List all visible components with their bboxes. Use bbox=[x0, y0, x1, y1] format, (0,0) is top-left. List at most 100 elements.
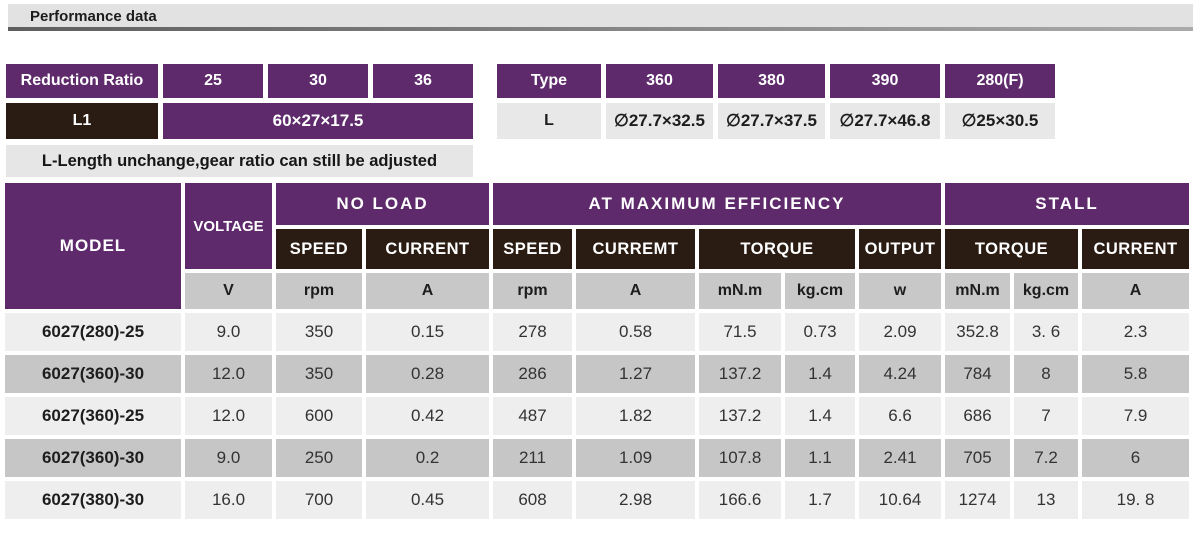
value-cell: 600 bbox=[276, 397, 362, 435]
l1-label: L1 bbox=[6, 103, 158, 139]
value-cell: 686 bbox=[945, 397, 1011, 435]
value-cell: 71.5 bbox=[699, 313, 782, 351]
value-cell: 6.6 bbox=[859, 397, 942, 435]
value-cell: 12.0 bbox=[185, 355, 272, 393]
type-value: 390 bbox=[830, 64, 940, 98]
l-dimension: ∅25×30.5 bbox=[945, 103, 1055, 139]
type-dimension-block: Type 360 380 390 280(F) L ∅27.7×32.5 ∅27… bbox=[492, 59, 1060, 144]
value-cell: 0.42 bbox=[366, 397, 490, 435]
value-cell: 9.0 bbox=[185, 313, 272, 351]
table-row: 6027(360)-25 12.0 600 0.42 487 1.82 137.… bbox=[5, 397, 1190, 435]
subheader-stall-torque: TORQUE bbox=[945, 229, 1079, 269]
performance-table: MODEL VOLTAGE NO LOAD AT MAXIMUM EFFICIE… bbox=[1, 179, 1193, 523]
value-cell: 10.64 bbox=[859, 481, 942, 519]
value-cell: 7 bbox=[1014, 397, 1079, 435]
value-cell: 278 bbox=[493, 313, 573, 351]
model-cell: 6027(360)-30 bbox=[5, 439, 181, 477]
value-cell: 5.8 bbox=[1082, 355, 1190, 393]
l-dimension: ∅27.7×46.8 bbox=[830, 103, 940, 139]
table-row: 6027(380)-30 16.0 700 0.45 608 2.98 166.… bbox=[5, 481, 1190, 519]
l1-dimension-value: 60×27×17.5 bbox=[163, 103, 473, 139]
value-cell: 2.09 bbox=[859, 313, 942, 351]
value-cell: 16.0 bbox=[185, 481, 272, 519]
value-cell: 700 bbox=[276, 481, 362, 519]
value-cell: 1.27 bbox=[576, 355, 696, 393]
unit-cell: A bbox=[576, 273, 696, 309]
value-cell: 1.7 bbox=[785, 481, 856, 519]
value-cell: 1.09 bbox=[576, 439, 696, 477]
reduction-ratio-table: Reduction Ratio 25 30 36 L1 60×27×17.5 bbox=[1, 59, 478, 144]
value-cell: 2.98 bbox=[576, 481, 696, 519]
unit-cell: rpm bbox=[276, 273, 362, 309]
ratio-value: 25 bbox=[163, 64, 263, 98]
unit-cell: V bbox=[185, 273, 272, 309]
value-cell: 1.4 bbox=[785, 355, 856, 393]
model-cell: 6027(280)-25 bbox=[5, 313, 181, 351]
subheader-noload-speed: SPEED bbox=[276, 229, 362, 269]
value-cell: 352.8 bbox=[945, 313, 1011, 351]
value-cell: 1274 bbox=[945, 481, 1011, 519]
l-label: L bbox=[497, 103, 601, 139]
type-value: 280(F) bbox=[945, 64, 1055, 98]
unit-cell: A bbox=[366, 273, 490, 309]
unit-cell: rpm bbox=[493, 273, 573, 309]
value-cell: 12.0 bbox=[185, 397, 272, 435]
value-cell: 19. 8 bbox=[1082, 481, 1190, 519]
table-row: 6027(360)-30 12.0 350 0.28 286 1.27 137.… bbox=[5, 355, 1190, 393]
value-cell: 4.24 bbox=[859, 355, 942, 393]
subheader-noload-current: CURRENT bbox=[366, 229, 490, 269]
value-cell: 166.6 bbox=[699, 481, 782, 519]
ratio-value: 30 bbox=[268, 64, 368, 98]
unit-cell: A bbox=[1082, 273, 1190, 309]
subheader-maxeff-speed: SPEED bbox=[493, 229, 573, 269]
value-cell: 137.2 bbox=[699, 397, 782, 435]
unit-cell: w bbox=[859, 273, 942, 309]
value-cell: 250 bbox=[276, 439, 362, 477]
group-header-no-load: NO LOAD bbox=[276, 183, 490, 225]
value-cell: 211 bbox=[493, 439, 573, 477]
unit-cell: kg.cm bbox=[785, 273, 856, 309]
value-cell: 784 bbox=[945, 355, 1011, 393]
value-cell: 0.28 bbox=[366, 355, 490, 393]
l-dimension: ∅27.7×37.5 bbox=[718, 103, 825, 139]
value-cell: 350 bbox=[276, 313, 362, 351]
model-cell: 6027(380)-30 bbox=[5, 481, 181, 519]
subheader-maxeff-current: CURREMT bbox=[576, 229, 696, 269]
unit-cell: mN.m bbox=[699, 273, 782, 309]
model-column-header: MODEL bbox=[5, 183, 181, 309]
table-row: 6027(280)-25 9.0 350 0.15 278 0.58 71.5 … bbox=[5, 313, 1190, 351]
value-cell: 8 bbox=[1014, 355, 1079, 393]
type-label: Type bbox=[497, 64, 601, 98]
l-dimension: ∅27.7×32.5 bbox=[606, 103, 713, 139]
value-cell: 107.8 bbox=[699, 439, 782, 477]
value-cell: 0.58 bbox=[576, 313, 696, 351]
type-value: 360 bbox=[606, 64, 713, 98]
value-cell: 13 bbox=[1014, 481, 1079, 519]
reduction-ratio-label: Reduction Ratio bbox=[6, 64, 158, 98]
value-cell: 0.15 bbox=[366, 313, 490, 351]
value-cell: 0.73 bbox=[785, 313, 856, 351]
table-row: 6027(360)-30 9.0 250 0.2 211 1.09 107.8 … bbox=[5, 439, 1190, 477]
value-cell: 1.1 bbox=[785, 439, 856, 477]
section-header-bar: Performance data bbox=[8, 4, 1193, 31]
value-cell: 0.2 bbox=[366, 439, 490, 477]
page-title: Performance data bbox=[30, 8, 157, 25]
value-cell: 705 bbox=[945, 439, 1011, 477]
group-header-stall: STALL bbox=[945, 183, 1190, 225]
gear-ratio-note: L-Length unchange,gear ratio can still b… bbox=[6, 145, 473, 177]
value-cell: 608 bbox=[493, 481, 573, 519]
value-cell: 6 bbox=[1082, 439, 1190, 477]
type-value: 380 bbox=[718, 64, 825, 98]
value-cell: 2.3 bbox=[1082, 313, 1190, 351]
top-tables-row: Reduction Ratio 25 30 36 L1 60×27×17.5 L… bbox=[1, 59, 1200, 177]
value-cell: 9.0 bbox=[185, 439, 272, 477]
type-table: Type 360 380 390 280(F) L ∅27.7×32.5 ∅27… bbox=[492, 59, 1060, 144]
value-cell: 286 bbox=[493, 355, 573, 393]
value-cell: 350 bbox=[276, 355, 362, 393]
value-cell: 1.82 bbox=[576, 397, 696, 435]
subheader-stall-current: CURRENT bbox=[1082, 229, 1190, 269]
reduction-ratio-block: Reduction Ratio 25 30 36 L1 60×27×17.5 L… bbox=[1, 59, 478, 177]
unit-cell: mN.m bbox=[945, 273, 1011, 309]
ratio-value: 36 bbox=[373, 64, 473, 98]
voltage-column-header: VOLTAGE bbox=[185, 183, 272, 269]
